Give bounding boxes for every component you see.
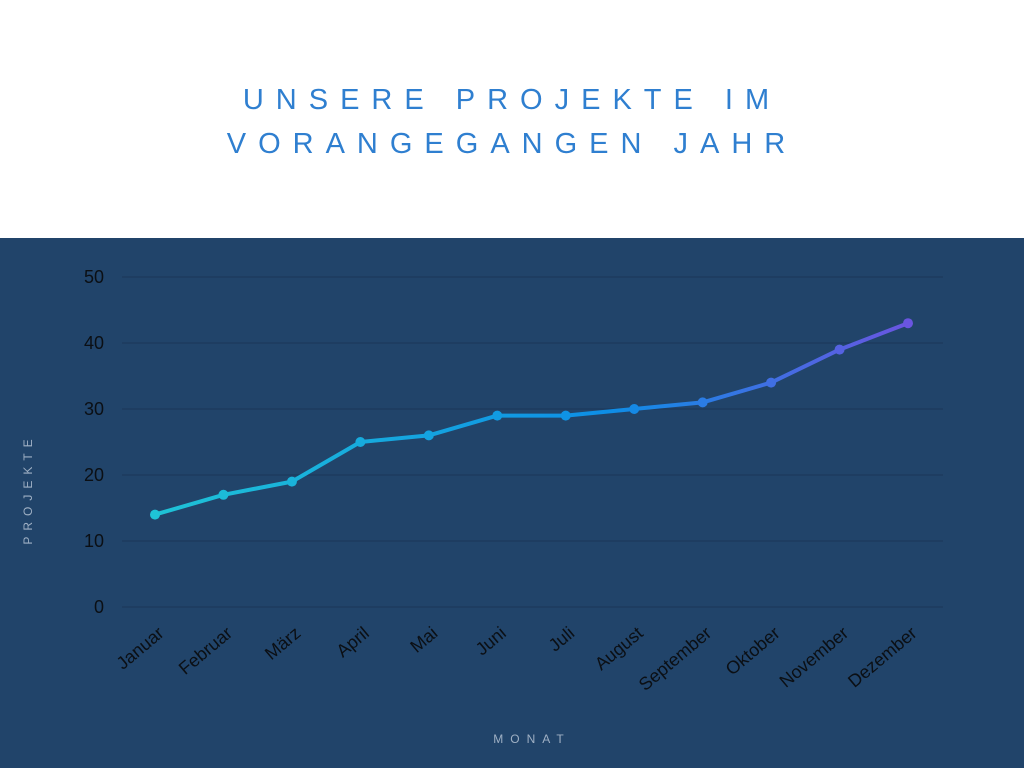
y-tick-label: 10 xyxy=(84,531,104,551)
data-points xyxy=(150,318,913,520)
x-tick-label: Januar xyxy=(113,623,168,674)
data-point xyxy=(355,437,366,447)
data-point xyxy=(766,377,777,388)
x-axis-label: MONAT xyxy=(493,732,570,746)
y-tick-label: 40 xyxy=(84,333,104,353)
data-point xyxy=(423,430,434,441)
chart-title-line-1: UNSERE PROJEKTE IM xyxy=(242,84,782,116)
x-tick-label: März xyxy=(261,623,304,664)
x-tick-label: Juli xyxy=(545,623,579,656)
chart-title: UNSERE PROJEKTE IM VORANGEGANGEN JAHR xyxy=(0,78,1024,166)
x-tick-label: November xyxy=(776,623,852,692)
x-tick-label: Dezember xyxy=(844,623,920,692)
data-point xyxy=(629,404,640,414)
title-area: UNSERE PROJEKTE IM VORANGEGANGEN JAHR xyxy=(0,0,1024,238)
x-tick-label: Oktober xyxy=(722,623,784,679)
line-chart: 0 10 20 30 40 50 Januar Februar März April Mai Jun… xyxy=(21,267,943,746)
data-point xyxy=(492,410,503,421)
y-tick-label: 0 xyxy=(94,597,104,617)
y-tick-labels: 0 10 20 30 40 50 xyxy=(84,267,104,617)
data-point xyxy=(218,489,229,500)
data-point xyxy=(834,344,845,355)
chart-title-line-2: VORANGEGANGEN JAHR xyxy=(226,128,798,160)
grid-lines xyxy=(122,276,943,608)
data-point xyxy=(560,410,571,421)
x-tick-label: Juni xyxy=(472,623,510,660)
data-point xyxy=(697,397,708,408)
y-tick-label: 30 xyxy=(84,399,104,419)
x-tick-label: Mai xyxy=(406,623,441,657)
x-tick-label: August xyxy=(591,623,647,674)
x-tick-label: September xyxy=(635,623,715,695)
data-point xyxy=(286,476,297,487)
data-point xyxy=(150,509,160,520)
x-tick-label: Februar xyxy=(175,623,236,679)
x-tick-label: April xyxy=(332,623,372,661)
y-axis-label: PROJEKTE xyxy=(21,433,35,544)
y-tick-label: 20 xyxy=(84,465,104,485)
data-point xyxy=(903,318,913,329)
series-line xyxy=(153,321,910,517)
chart-panel: 0 10 20 30 40 50 Januar Februar März April Mai Jun… xyxy=(0,238,1024,768)
y-tick-label: 50 xyxy=(84,267,104,287)
x-tick-labels: Januar Februar März April Mai Juni Juli AugustS… xyxy=(113,623,921,695)
